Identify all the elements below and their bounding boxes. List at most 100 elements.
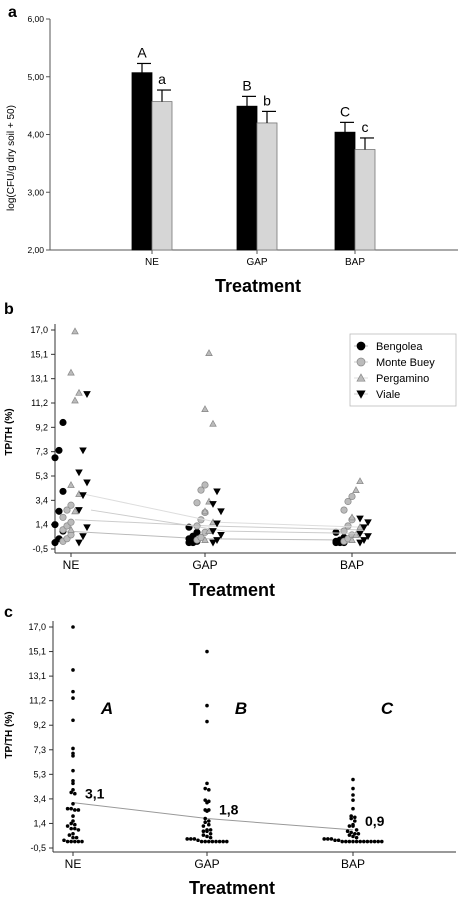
mean-line <box>90 509 373 535</box>
data-point <box>333 838 337 843</box>
data-point <box>74 835 79 840</box>
data-point <box>349 816 354 821</box>
y-tick-label: 7,3 <box>35 447 48 457</box>
data-point <box>71 746 75 751</box>
data-point <box>79 533 87 541</box>
legend-label: Viale <box>376 389 400 401</box>
panel-b-label: b <box>4 301 14 318</box>
panel-a-label: a <box>8 4 17 21</box>
data-point <box>67 525 75 533</box>
data-point <box>213 488 221 496</box>
x-tick-label: BAP <box>340 558 364 572</box>
data-point <box>67 833 72 837</box>
y-tick-label: 5,3 <box>33 769 46 779</box>
data-point <box>351 806 355 811</box>
data-point <box>344 522 352 530</box>
data-point <box>71 327 79 335</box>
data-point <box>65 839 70 844</box>
data-point <box>356 515 364 523</box>
mean-label: 0,9 <box>365 813 385 829</box>
data-point <box>205 703 209 708</box>
data-point <box>372 839 377 844</box>
data-point <box>76 828 81 832</box>
data-point <box>217 532 225 539</box>
data-point <box>67 481 75 488</box>
data-point <box>201 829 206 833</box>
y-tick-label: 15,1 <box>30 349 48 359</box>
data-point <box>67 501 75 509</box>
data-point <box>354 839 359 844</box>
data-point <box>351 793 355 797</box>
data-point <box>210 839 215 844</box>
significance-letter: A <box>100 699 113 718</box>
legend-marker <box>356 341 366 351</box>
data-point <box>71 802 75 806</box>
data-point <box>360 537 368 544</box>
data-point <box>209 528 217 535</box>
data-point <box>205 719 209 724</box>
panel-a: a log(CFU/g dry soil + 50) Treatment 2,0… <box>6 4 458 296</box>
data-point <box>347 833 352 837</box>
y-tick-label: -0,5 <box>32 544 48 554</box>
data-point <box>69 826 73 831</box>
panel-a-y-axis-title: log(CFU/g dry soil + 50) <box>6 105 17 211</box>
data-point <box>73 826 77 831</box>
significance-letter: B <box>242 77 251 93</box>
panel-c-x-axis-title: Treatment <box>189 878 275 898</box>
data-point <box>65 806 70 811</box>
data-point <box>192 837 197 841</box>
x-tick-label: GAP <box>194 857 219 871</box>
data-point <box>201 536 209 543</box>
data-point <box>329 837 334 841</box>
legend-marker <box>356 357 366 367</box>
data-point <box>193 499 201 507</box>
data-point <box>199 839 204 844</box>
data-point <box>67 368 75 376</box>
legend-label: Pergamino <box>376 373 429 385</box>
data-point <box>71 718 75 723</box>
data-point <box>201 481 209 489</box>
data-point <box>344 839 348 844</box>
data-point <box>73 839 77 844</box>
data-point <box>345 829 350 833</box>
data-point <box>75 469 83 477</box>
significance-letter: a <box>158 71 166 87</box>
data-point <box>59 487 67 495</box>
data-point <box>326 837 330 841</box>
y-tick-label: 2,00 <box>27 245 44 255</box>
data-point <box>71 788 75 792</box>
bar <box>354 149 376 251</box>
bar <box>334 131 356 251</box>
data-point <box>213 520 221 528</box>
data-point <box>217 508 225 516</box>
data-point <box>348 492 356 501</box>
data-point <box>71 625 75 629</box>
significance-letter: A <box>137 44 147 60</box>
panel-a-x-axis-title: Treatment <box>215 276 301 296</box>
data-point <box>332 528 340 536</box>
data-point <box>59 513 67 521</box>
data-point <box>201 833 206 837</box>
data-point <box>365 839 370 844</box>
data-point <box>203 816 207 821</box>
mean-line <box>72 802 354 831</box>
x-tick-label: GAP <box>192 558 217 572</box>
data-point <box>83 479 91 487</box>
bar <box>236 105 258 251</box>
panel-b: b TP/TH (%) Treatment Bengolea Monte Buey… <box>4 301 457 600</box>
data-point <box>351 834 355 839</box>
y-tick-label: 1,4 <box>33 818 46 828</box>
data-point <box>55 507 63 515</box>
y-tick-label: 4,00 <box>27 130 44 140</box>
y-tick-label: 11,2 <box>31 398 48 408</box>
data-point <box>362 839 366 844</box>
data-point <box>207 788 211 792</box>
data-point <box>322 837 327 841</box>
data-point <box>348 536 356 543</box>
data-point <box>59 418 67 427</box>
data-point <box>69 839 73 844</box>
data-point <box>351 777 355 782</box>
data-point <box>203 786 207 791</box>
data-point <box>71 396 79 404</box>
